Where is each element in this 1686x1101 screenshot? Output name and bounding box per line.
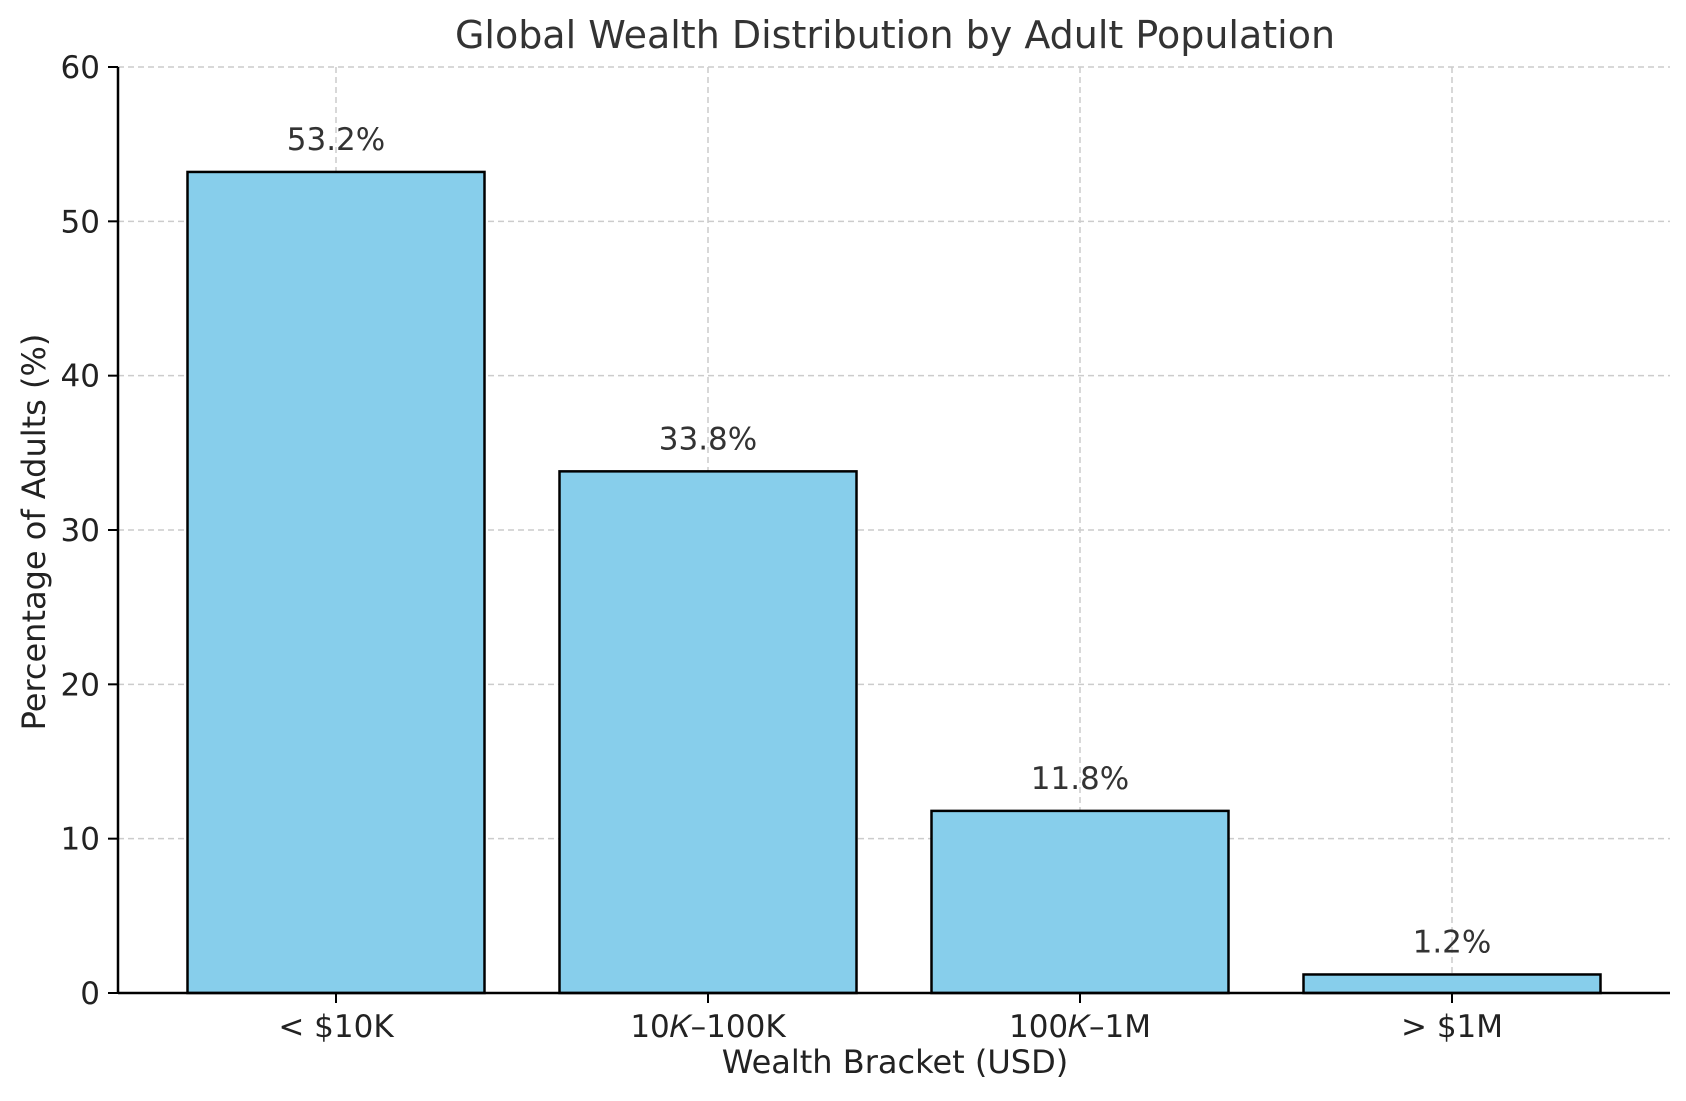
y-tick-label: 20 bbox=[61, 667, 100, 703]
bar bbox=[930, 809, 1230, 995]
y-tick-label: 50 bbox=[61, 204, 100, 240]
y-tick-label: 40 bbox=[61, 359, 100, 395]
data-label: 33.8% bbox=[659, 421, 757, 457]
x-axis-title: Wealth Bracket (USD) bbox=[722, 1043, 1068, 1081]
data-labels-layer: 53.2% 33.8% 11.8% 1.2% bbox=[287, 122, 1492, 961]
chart-title: Global Wealth Distribution by Adult Popu… bbox=[455, 13, 1335, 57]
y-tick-label: 10 bbox=[61, 822, 100, 858]
y-tick-label: 60 bbox=[61, 50, 100, 86]
x-tick-label: < $10K bbox=[278, 1009, 394, 1045]
bar bbox=[558, 470, 858, 995]
bars-layer bbox=[186, 170, 1602, 995]
bar bbox=[1302, 973, 1602, 995]
ticks-layer: 0 10 20 30 40 50 60 < $10K 10𝐾–100K 100𝐾–1M > $1M bbox=[61, 50, 1503, 1045]
x-tick-label: 10𝐾–100K bbox=[630, 1009, 786, 1045]
data-label: 11.8% bbox=[1031, 761, 1129, 797]
y-tick-label: 0 bbox=[80, 976, 100, 1012]
data-label: 53.2% bbox=[287, 122, 385, 158]
y-tick-label: 30 bbox=[61, 513, 100, 549]
data-label: 1.2% bbox=[1413, 924, 1492, 960]
x-tick-label: > $1M bbox=[1401, 1009, 1503, 1045]
x-tick-label: 100𝐾–1M bbox=[1009, 1009, 1151, 1045]
y-axis-title: Percentage of Adults (%) bbox=[15, 334, 53, 731]
bar bbox=[186, 170, 486, 995]
